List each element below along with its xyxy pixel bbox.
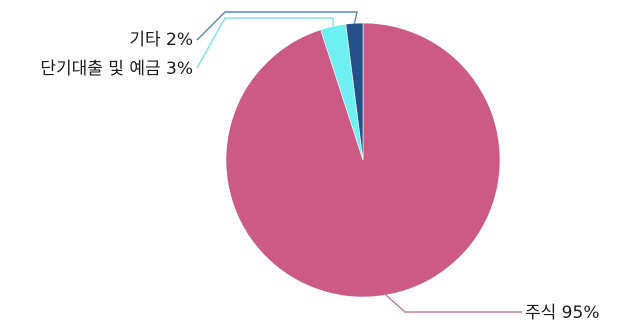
data-label-stock: 주식 95% (525, 303, 599, 323)
leader-line-short-term-deposit (196, 17, 334, 69)
leader-lines (196, 11, 522, 313)
leader-line-other (196, 11, 358, 41)
data-labels: 주식 95% 단기대출 및 예금 3% 기타 2% (40, 30, 599, 323)
data-label-other: 기타 2% (129, 30, 193, 50)
pie-slices (225, 22, 501, 298)
pie-slice-other (345, 22, 364, 161)
leader-line-stock (383, 292, 522, 313)
data-label-short-term-deposit: 단기대출 및 예금 3% (40, 59, 193, 79)
